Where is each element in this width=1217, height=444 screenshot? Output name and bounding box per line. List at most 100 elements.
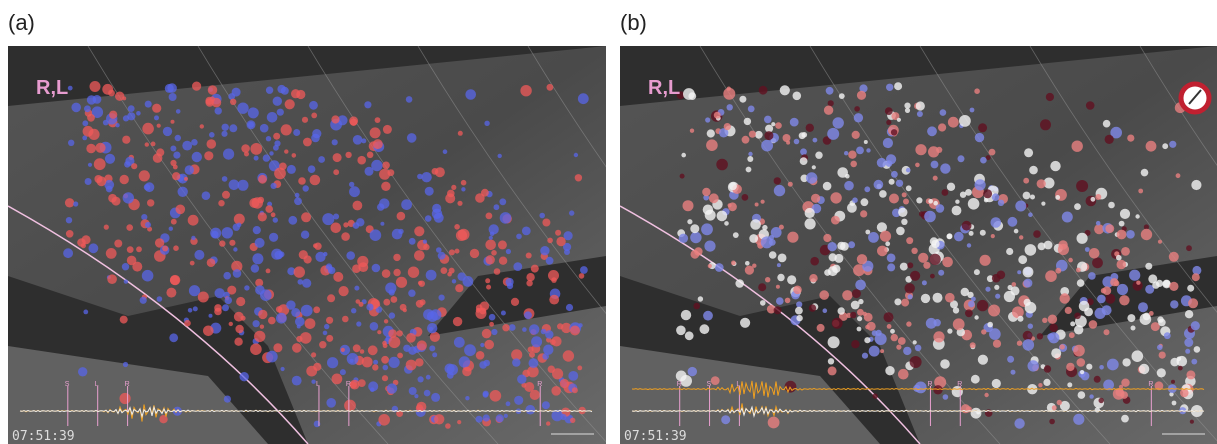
station [889,194,899,204]
phase-label: R [1148,381,1153,388]
station [528,347,534,353]
station [254,156,259,161]
station [349,186,360,197]
station [959,115,971,127]
station [391,296,398,303]
station [698,296,703,301]
station [97,176,107,186]
station [354,286,359,291]
station [461,187,465,191]
station [371,160,382,171]
station [88,163,92,167]
station [311,352,316,357]
station [432,352,437,357]
station [192,82,201,91]
station [1024,148,1033,157]
station [370,127,381,138]
station [463,276,474,287]
station [188,215,199,226]
station [85,178,92,185]
station [341,348,345,352]
station [879,190,887,198]
station [447,372,454,379]
station [742,136,750,144]
station [285,99,295,109]
station [758,283,766,291]
station [1052,405,1057,410]
station [171,219,177,225]
station [124,161,130,167]
station [547,238,553,244]
station [574,153,578,157]
station [857,309,864,316]
station [222,227,233,238]
station [499,257,507,265]
station [1186,245,1192,251]
panel-label: (b) [620,10,647,35]
station [749,131,756,138]
station [500,212,512,224]
station [152,104,161,113]
station [707,129,715,137]
station [1028,360,1039,371]
station [333,153,342,162]
station [691,250,700,259]
station [970,108,975,113]
station [136,111,141,116]
station [936,204,945,213]
station [992,274,1001,283]
station [1051,348,1061,358]
station [945,293,955,303]
station [498,154,502,158]
station [357,156,366,165]
station [542,401,550,409]
station [1044,241,1053,250]
station [1023,279,1032,288]
station [749,234,758,243]
station [894,82,902,90]
station [451,185,456,190]
station [679,234,688,243]
station [992,379,1001,388]
station [943,394,949,400]
station [761,236,773,248]
station [298,177,306,185]
station [690,129,694,133]
station [1042,318,1047,323]
station [552,368,563,379]
station [209,314,213,318]
station [407,133,417,143]
station [916,101,925,110]
station [393,254,400,261]
station [284,149,288,153]
station [579,273,585,279]
station [120,316,128,324]
station [1092,257,1103,268]
station [65,198,74,207]
station [974,269,980,275]
station [983,189,992,198]
station [222,191,230,199]
station [506,401,511,406]
station [800,157,808,165]
station [249,198,259,208]
station [1077,233,1088,244]
station [560,379,569,388]
station [516,234,522,240]
station [1149,311,1154,316]
station [987,322,993,328]
station [1060,344,1065,349]
station [295,193,300,198]
station [862,353,868,359]
station [1185,310,1193,318]
station [1141,229,1152,240]
station [286,300,295,309]
station [323,252,327,256]
station [172,172,180,180]
station [774,185,785,196]
station [514,396,523,405]
station [1028,212,1033,217]
station [224,396,231,403]
station [82,136,87,141]
station [844,151,848,155]
